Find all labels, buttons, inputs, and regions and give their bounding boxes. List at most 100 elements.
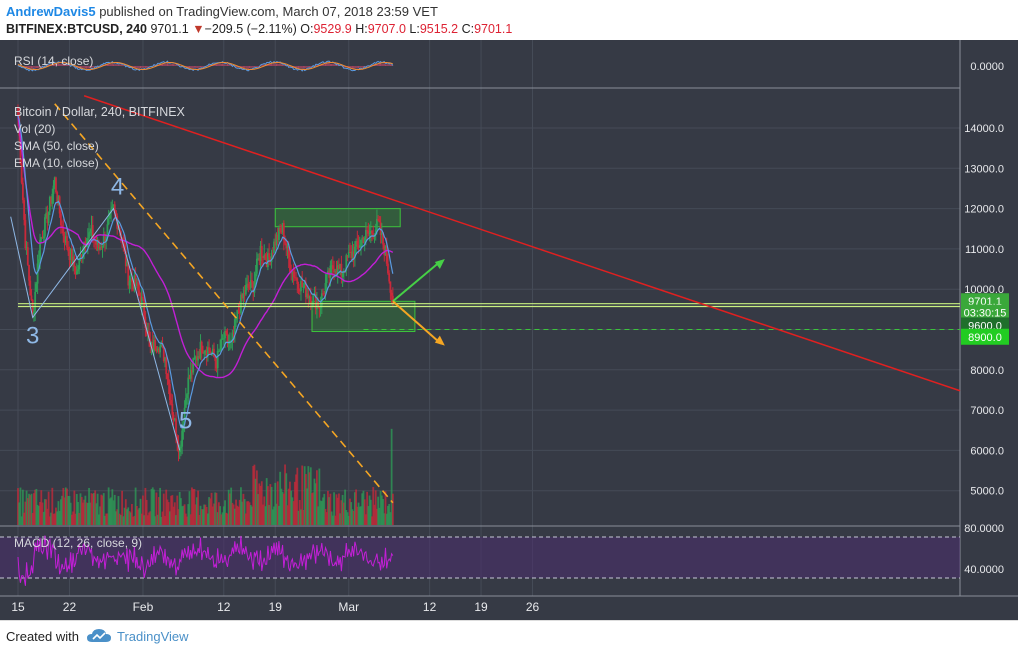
candle-body xyxy=(301,281,304,288)
elliott-wave-label: 3 xyxy=(26,322,39,349)
volume-bar xyxy=(389,512,392,525)
volume-bar xyxy=(48,516,51,525)
volume-bar xyxy=(29,495,32,525)
candle-body xyxy=(78,257,81,270)
volume-bar xyxy=(363,499,366,525)
volume-bar xyxy=(242,493,245,525)
volume-bar xyxy=(74,513,77,525)
candle-body xyxy=(72,256,75,265)
candle-body xyxy=(188,377,191,379)
candle-body xyxy=(205,350,208,357)
candle-body xyxy=(325,274,328,284)
symbol-info: BITFINEX:BTCUSD, 240 9701.1 ▼−209.5 (−2.… xyxy=(6,22,512,36)
volume-bar xyxy=(358,506,361,525)
volume-bar xyxy=(339,513,342,525)
candle-body xyxy=(289,257,291,273)
rsi-title: MACD (12, 26, close, 9) xyxy=(14,536,142,550)
volume-bar xyxy=(102,493,105,525)
candle-body xyxy=(220,338,223,350)
macd-pane xyxy=(17,60,394,72)
candle-body xyxy=(193,358,196,360)
candle-body xyxy=(316,302,318,310)
candle-body xyxy=(83,241,86,251)
candle-body xyxy=(307,293,310,298)
volume-bar xyxy=(122,516,125,525)
candle-body xyxy=(216,350,219,369)
volume-bar xyxy=(69,502,72,525)
volume-bar xyxy=(166,499,169,525)
candle-body xyxy=(143,298,146,317)
created-with-text: Created with xyxy=(6,629,79,644)
volume-bar xyxy=(311,493,313,525)
candle-body xyxy=(355,241,357,247)
volume-bar xyxy=(175,515,177,525)
tradingview-cloud-icon[interactable] xyxy=(86,627,112,645)
candle-body xyxy=(351,251,354,259)
volume-bar xyxy=(379,490,382,525)
candle-body xyxy=(200,341,203,353)
candle-body xyxy=(296,278,299,285)
price-chart[interactable]: 15 22 Feb 12 19 Mar 12 19 26 14000.0 13000.0 12000.… xyxy=(0,40,1018,620)
candle-body xyxy=(104,234,106,242)
candle-body xyxy=(222,338,225,340)
volume-bar xyxy=(96,493,99,525)
candle-body xyxy=(253,281,256,293)
candle-body xyxy=(183,407,186,425)
volume-bar xyxy=(145,499,148,525)
candle-body xyxy=(176,436,179,443)
volume-bar xyxy=(104,515,106,525)
volume-bar xyxy=(42,511,45,525)
volume-bar xyxy=(371,516,373,525)
symbol-label[interactable]: BITFINEX:BTCUSD, 240 xyxy=(6,22,147,36)
volume-bar xyxy=(35,488,38,525)
candle-body xyxy=(362,237,365,244)
candle-body xyxy=(189,369,192,379)
price-tick-label: 10000.0 xyxy=(964,284,1004,296)
candle-body xyxy=(363,237,366,244)
volume-bar xyxy=(292,501,295,525)
volume-bar xyxy=(184,513,187,525)
volume-bar xyxy=(187,504,190,525)
candle-body xyxy=(59,213,62,226)
volume-bar xyxy=(330,511,333,525)
candle-body xyxy=(318,307,321,309)
volume-bar xyxy=(264,506,267,525)
resistance-box xyxy=(274,208,401,228)
volume-bar xyxy=(232,504,235,525)
candle-body xyxy=(368,232,371,234)
volume-bar xyxy=(350,502,353,525)
volume-bar xyxy=(367,506,370,525)
candle-body xyxy=(46,212,49,224)
candle-body xyxy=(64,236,67,243)
candle-body xyxy=(186,394,188,399)
open-label: O: xyxy=(300,22,314,36)
volume-bar xyxy=(46,508,49,525)
volume-bar xyxy=(387,505,389,525)
tradingview-brand[interactable]: TradingView xyxy=(117,629,189,644)
volume-bar xyxy=(302,509,305,525)
volume-bar xyxy=(157,497,160,525)
volume-bar xyxy=(89,502,92,525)
candle-body xyxy=(134,275,137,286)
volume-bar xyxy=(139,498,142,525)
volume-bar xyxy=(296,467,299,525)
candle-body xyxy=(264,254,267,261)
volume-bar xyxy=(247,501,250,525)
candle-body xyxy=(226,333,229,344)
author-link[interactable]: AndrewDavis5 xyxy=(6,4,96,19)
candle-body xyxy=(19,135,22,165)
price-tick-label: 7000.0 xyxy=(970,405,1004,417)
candle-body xyxy=(331,265,334,270)
bullish-arrow xyxy=(392,260,442,303)
volume-bar xyxy=(309,467,312,525)
candle-body xyxy=(57,196,60,203)
volume-bar xyxy=(233,508,236,525)
volume-bar xyxy=(153,489,155,525)
volume-bar xyxy=(61,495,63,525)
volume-bar xyxy=(31,512,34,525)
volume-bar xyxy=(129,512,132,525)
volume-bar xyxy=(72,511,75,525)
chart-grid xyxy=(0,40,960,596)
candle-body xyxy=(187,377,190,395)
volume-bar xyxy=(265,478,268,525)
